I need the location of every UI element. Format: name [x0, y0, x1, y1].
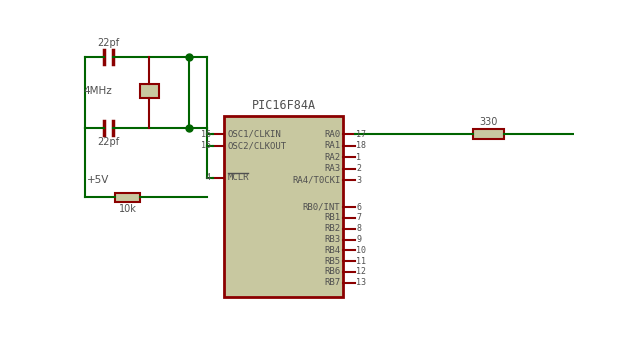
Text: 9: 9: [356, 235, 362, 244]
Bar: [473, 130, 504, 139]
Text: RB0/INT: RB0/INT: [303, 203, 340, 212]
Text: 1: 1: [356, 153, 362, 162]
Text: RB4: RB4: [324, 246, 340, 255]
Text: +5V: +5V: [87, 175, 109, 185]
Text: RA4/T0CKI: RA4/T0CKI: [292, 176, 340, 185]
Text: OSC1/CLKIN: OSC1/CLKIN: [228, 130, 282, 139]
Text: RA2: RA2: [324, 153, 340, 162]
Text: RA3: RA3: [324, 164, 340, 173]
Text: RB5: RB5: [324, 257, 340, 266]
Bar: [140, 84, 159, 98]
Text: OSC2/CLKOUT: OSC2/CLKOUT: [228, 141, 287, 150]
Text: RB6: RB6: [324, 267, 340, 276]
Text: 18: 18: [356, 141, 367, 150]
Text: 8: 8: [356, 224, 362, 233]
Text: MCLR: MCLR: [228, 174, 250, 183]
Text: 15: 15: [201, 141, 211, 150]
Text: 6: 6: [356, 203, 362, 212]
Text: 12: 12: [356, 267, 367, 276]
Bar: [115, 193, 140, 202]
Text: 330: 330: [479, 117, 497, 127]
Text: RB1: RB1: [324, 213, 340, 222]
Text: RB2: RB2: [324, 224, 340, 233]
Text: 17: 17: [356, 130, 367, 139]
Text: RB3: RB3: [324, 235, 340, 244]
Text: RB7: RB7: [324, 278, 340, 287]
Bar: [224, 116, 344, 297]
Text: PIC16F84A: PIC16F84A: [252, 99, 316, 112]
Text: 2: 2: [356, 164, 362, 173]
Text: 22pf: 22pf: [97, 137, 120, 147]
Text: 16: 16: [201, 130, 211, 139]
Text: 3: 3: [356, 176, 362, 185]
Text: RA0: RA0: [324, 130, 340, 139]
Text: RA1: RA1: [324, 141, 340, 150]
Text: 11: 11: [356, 257, 367, 266]
Text: 10: 10: [356, 246, 367, 255]
Text: 13: 13: [356, 278, 367, 287]
Text: 4MHz: 4MHz: [84, 86, 113, 96]
Text: 22pf: 22pf: [97, 38, 120, 48]
Text: 4: 4: [206, 174, 211, 183]
Text: 10k: 10k: [119, 204, 137, 214]
Text: 7: 7: [356, 213, 362, 222]
